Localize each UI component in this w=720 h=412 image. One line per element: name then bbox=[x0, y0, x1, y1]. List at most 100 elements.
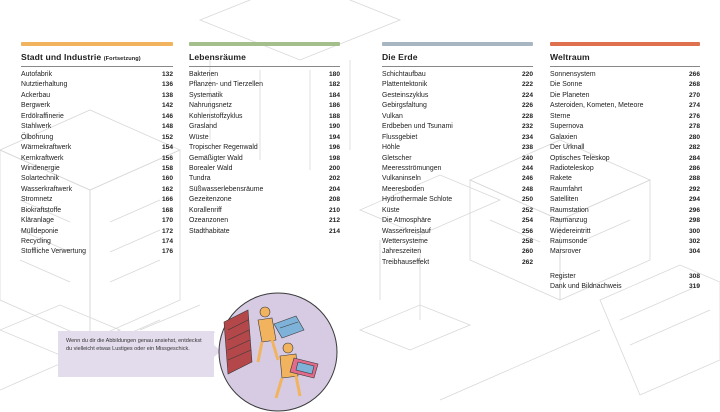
toc-entry[interactable]: Wüste 194 bbox=[189, 133, 340, 143]
toc-entry[interactable]: Solartechnik 160 bbox=[21, 174, 173, 184]
toc-entry-label: Marsrover bbox=[550, 248, 582, 256]
toc-entry-page: 166 bbox=[161, 196, 173, 204]
toc-entry[interactable]: Rakete 288 bbox=[550, 174, 700, 184]
toc-entry[interactable]: Hydrothermale Schlote 250 bbox=[382, 195, 533, 205]
toc-entry[interactable]: Galaxien 280 bbox=[550, 133, 700, 143]
toc-entry[interactable]: Wasserkraftwerk 162 bbox=[21, 185, 173, 195]
toc-entry[interactable]: Radioteleskop 286 bbox=[550, 164, 700, 174]
toc-entry[interactable]: Raumsonde 302 bbox=[550, 237, 700, 247]
divider bbox=[550, 66, 700, 67]
toc-entry[interactable]: Gesteinszyklus 224 bbox=[382, 91, 533, 101]
toc-entry[interactable]: Meeresboden 248 bbox=[382, 185, 533, 195]
toc-entry[interactable]: Gletscher 240 bbox=[382, 154, 533, 164]
toc-entry[interactable]: Die Sonne 268 bbox=[550, 80, 700, 90]
toc-entry[interactable]: Wettersysteme 258 bbox=[382, 237, 533, 247]
toc-entry-label: Stahlwerk bbox=[21, 123, 52, 131]
toc-entry-page: 222 bbox=[521, 81, 533, 89]
toc-entry[interactable]: Kläranlage 170 bbox=[21, 216, 173, 226]
toc-entry[interactable]: Plattentektonik 222 bbox=[382, 80, 533, 90]
toc-entry[interactable]: Pflanzen- und Tierzellen 182 bbox=[189, 80, 340, 90]
toc-entry[interactable]: Raumstation 296 bbox=[550, 206, 700, 216]
section-color-bar bbox=[382, 42, 533, 46]
toc-entry-page: 226 bbox=[521, 102, 533, 110]
section-color-bar bbox=[21, 42, 173, 46]
toc-entry[interactable]: Raumanzug 298 bbox=[550, 216, 700, 226]
toc-entry[interactable]: Wärmekraftwerk 154 bbox=[21, 143, 173, 153]
toc-entry[interactable]: Stadthabitate 214 bbox=[189, 227, 340, 237]
toc-entry[interactable]: Dank und Bildnachweis 319 bbox=[550, 282, 700, 292]
toc-list: Bakterien 180 Pflanzen- und Tierzellen 182 S… bbox=[189, 70, 340, 237]
toc-entry[interactable]: Kohlenstoffzyklus 188 bbox=[189, 112, 340, 122]
toc-entry[interactable]: Autofabrik 132 bbox=[21, 70, 173, 80]
toc-entry-page: 246 bbox=[521, 175, 533, 183]
toc-entry-page: 238 bbox=[521, 144, 533, 152]
toc-entry[interactable]: Stahlwerk 148 bbox=[21, 122, 173, 132]
toc-entry[interactable]: Kernkraftwerk 156 bbox=[21, 154, 173, 164]
toc-entry[interactable]: Stromnetz 166 bbox=[21, 195, 173, 205]
toc-entry[interactable]: Sterne 276 bbox=[550, 112, 700, 122]
toc-entry[interactable]: Ackerbau 138 bbox=[21, 91, 173, 101]
toc-entry[interactable]: Grasland 190 bbox=[189, 122, 340, 132]
toc-entry[interactable]: Korallenriff 210 bbox=[189, 206, 340, 216]
toc-entry[interactable]: Sonnensystem 266 bbox=[550, 70, 700, 80]
toc-entry[interactable]: Die Planeten 270 bbox=[550, 91, 700, 101]
toc-entry[interactable]: Vulkan 228 bbox=[382, 112, 533, 122]
toc-entry[interactable]: Höhle 238 bbox=[382, 143, 533, 153]
toc-entry[interactable]: Treibhauseffekt 262 bbox=[382, 258, 533, 268]
toc-entry[interactable]: Register 308 bbox=[550, 272, 700, 282]
toc-entry-label: Sterne bbox=[550, 112, 571, 120]
toc-entry[interactable]: Systematik 184 bbox=[189, 91, 340, 101]
toc-entry[interactable]: Der Urknall 282 bbox=[550, 143, 700, 153]
toc-entry[interactable]: Tundra 202 bbox=[189, 174, 340, 184]
toc-entry[interactable]: Erdölraffinerie 146 bbox=[21, 112, 173, 122]
toc-entry[interactable]: Raumfahrt 292 bbox=[550, 185, 700, 195]
divider bbox=[382, 66, 533, 67]
toc-entry[interactable]: Nahrungsnetz 186 bbox=[189, 101, 340, 111]
toc-entry[interactable]: Recycling 174 bbox=[21, 237, 173, 247]
toc-entry[interactable]: Mülldeponie 172 bbox=[21, 227, 173, 237]
toc-entry[interactable]: Asteroiden, Kometen, Meteore 274 bbox=[550, 101, 700, 111]
toc-entry-page: 158 bbox=[161, 164, 173, 172]
toc-entry[interactable]: Schichtaufbau 220 bbox=[382, 70, 533, 80]
toc-entry[interactable]: Gebirgsfaltung 226 bbox=[382, 101, 533, 111]
toc-entry-label: Ozeanzonen bbox=[189, 217, 229, 225]
toc-entry-page: 186 bbox=[328, 102, 340, 110]
toc-entry[interactable]: Marsrover 304 bbox=[550, 247, 700, 257]
divider bbox=[21, 66, 173, 67]
toc-entry[interactable]: Borealer Wald 200 bbox=[189, 164, 340, 174]
toc-entry-label: Ölbohrung bbox=[21, 133, 54, 141]
toc-entry[interactable]: Tropischer Regenwald 196 bbox=[189, 143, 340, 153]
toc-entry[interactable]: Wasserkreislauf 256 bbox=[382, 227, 533, 237]
toc-entry[interactable]: Ozeanzonen 212 bbox=[189, 216, 340, 226]
toc-entry[interactable]: Bergwerk 142 bbox=[21, 101, 173, 111]
toc-entry[interactable]: Gezeitenzone 208 bbox=[189, 195, 340, 205]
toc-list: Schichtaufbau 220 Plattentektonik 222 Gestei… bbox=[382, 70, 533, 268]
toc-entry[interactable]: Bakterien 180 bbox=[189, 70, 340, 80]
toc-entry[interactable]: Ölbohrung 152 bbox=[21, 133, 173, 143]
toc-entry[interactable]: Wiedereintritt 300 bbox=[550, 227, 700, 237]
toc-entry-page: 308 bbox=[688, 272, 700, 280]
toc-entry[interactable]: Biokraftstoffe 168 bbox=[21, 206, 173, 216]
toc-entry[interactable]: Optisches Teleskop 284 bbox=[550, 154, 700, 164]
toc-entry[interactable]: Windenergie 158 bbox=[21, 164, 173, 174]
toc-entry-label: Autofabrik bbox=[21, 71, 53, 78]
toc-entry[interactable]: Stoffliche Verwertung 176 bbox=[21, 247, 173, 257]
toc-entry[interactable]: Flussgebiet 234 bbox=[382, 133, 533, 143]
toc-entry-page: 254 bbox=[521, 217, 533, 225]
toc-entry[interactable]: Nutztierhaltung 136 bbox=[21, 80, 173, 90]
toc-entry-label: Tropischer Regenwald bbox=[189, 144, 258, 152]
toc-entry[interactable]: Die Atmosphäre 254 bbox=[382, 216, 533, 226]
toc-entry[interactable]: Süßwasserlebensräume 204 bbox=[189, 185, 340, 195]
toc-entry[interactable]: Vulkaninseln 246 bbox=[382, 174, 533, 184]
toc-entry[interactable]: Supernova 278 bbox=[550, 122, 700, 132]
toc-entry[interactable]: Meeresströmungen 244 bbox=[382, 164, 533, 174]
toc-entry[interactable]: Jahreszeiten 260 bbox=[382, 247, 533, 257]
toc-entry-page: 300 bbox=[688, 227, 700, 235]
section-title-text: Die Erde bbox=[382, 52, 418, 62]
toc-entry-page: 302 bbox=[688, 238, 700, 245]
toc-entry[interactable]: Gemäßigter Wald 198 bbox=[189, 154, 340, 164]
toc-entry-page: 268 bbox=[688, 81, 700, 89]
toc-entry[interactable]: Satelliten 294 bbox=[550, 195, 700, 205]
toc-entry[interactable]: Erdbeben und Tsunami 232 bbox=[382, 122, 533, 132]
toc-entry[interactable]: Küste 252 bbox=[382, 206, 533, 216]
